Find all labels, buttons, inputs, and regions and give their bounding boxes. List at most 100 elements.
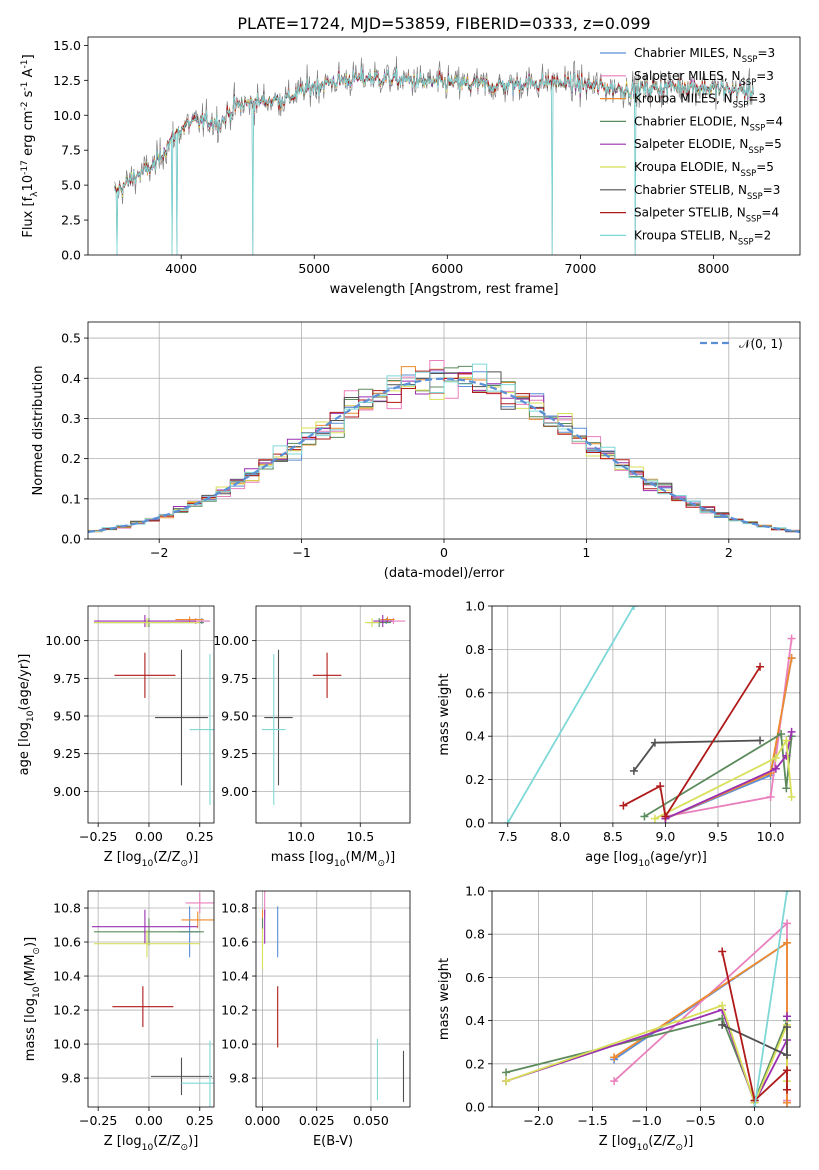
legend-normal-label: 𝒩(0, 1) [739,337,783,351]
errorbar-point-1 [185,892,214,914]
legend-label-0: Chabrier MILES, NSSP=3 [634,46,775,64]
spectrum-data-line [114,56,754,255]
weight-marker [787,654,796,663]
errorbar-point-4 [94,615,196,628]
legend-label-1: Salpeter MILES, NSSP=3 [634,69,774,87]
y-tick-label: 10.00 [45,633,81,648]
x-tick-label: 9.0 [656,829,676,844]
y-axis-label: mass [log10(M/M⊙)] [23,937,42,1061]
errorbar-point-7 [112,986,174,1028]
weight-marker [787,634,796,643]
x-tick-label: 10.5 [346,829,374,844]
normal-curve [88,377,800,534]
x-tick-label: −0.25 [79,829,117,844]
weight-marker [610,1053,619,1062]
y-tick-label: 10.8 [221,901,249,916]
chart-mass-vs-ebv: 0.000 0.025 0.050 9.8 10.0 10.2 10.4 10.6 10.8 E(… [221,890,411,1149]
chart-age-vs-Z: −0.25 0.00 0.25 9.00 9.25 9.50 9.75 10.00 Z [log… [17,605,215,869]
errorbar-point-7 [114,652,176,698]
weight-line-7 [622,666,761,819]
errorbar-point-7 [312,652,342,698]
errorbar-point-5 [94,618,200,628]
x-tick-label: 0.00 [135,1113,163,1128]
x-tick-label: 10.0 [757,829,785,844]
y-tick-label: 9.00 [53,784,81,799]
axes-frame [87,321,801,540]
weight-marker [782,784,791,793]
weight-marker [783,938,792,947]
y-tick-label: 9.25 [53,746,81,761]
weight-marker [777,730,786,739]
y-tick-label: 10.8 [53,901,81,916]
x-axis-label: (data-model)/error [384,566,505,581]
y-tick-label: 0.0 [465,1100,485,1115]
x-axis-label: E(B-V) [313,1134,353,1149]
weight-marker [650,814,659,823]
y-tick-label: 10.4 [53,969,81,984]
y-tick-label: 10.4 [221,969,249,984]
chart-residuals: −2 −1 0 1 2 0.0 0.1 0.2 0.3 0.4 0.5 (data-model)/er… [31,321,801,581]
weight-marker [783,1085,792,1094]
weight-marker [787,727,796,736]
errorbar-point-2 [181,911,214,929]
weight-marker [610,1077,619,1086]
y-tick-label: 0.5 [61,331,81,346]
weight-marker [656,782,665,791]
x-axis-label: mass [log10(M/M⊙)] [271,850,395,869]
y-tick-label: 9.75 [53,671,81,686]
weight-marker [619,801,628,810]
weight-marker [629,606,638,610]
panels: 4000 5000 6000 7000 80000.02.55.07.510.012.5… [17,36,801,1153]
x-tick-label: 10.0 [287,829,315,844]
weight-line-4 [665,731,793,820]
y-tick-label: 0.2 [465,1056,485,1071]
y-tick-label: 9.8 [61,1071,81,1086]
weight-marker [750,1103,759,1107]
y-tick-label: 0.2 [61,451,81,466]
y-tick-label: 1.0 [465,599,485,614]
plot-area [92,892,214,1107]
weight-marker [756,662,765,671]
x-tick-label: 0.000 [245,1113,281,1128]
histogram-8 [88,363,800,532]
chart-age-vs-mass: 10.0 10.5 9.00 9.25 9.50 9.75 10.00 mass [log10… [213,605,411,869]
weight-marker [771,764,780,773]
y-tick-label: 9.50 [53,709,81,724]
y-tick-label: 9.00 [221,784,249,799]
weight-line-8 [753,891,788,1107]
weight-marker [783,1066,792,1075]
errorbar-point-5 [364,618,380,628]
weight-marker [787,792,796,801]
x-axis-label: age [log10(age/yr)] [585,850,707,869]
y-axis-label: mass weight [437,958,452,1040]
errorbar-point-8 [189,654,214,805]
x-tick-label: −1.5 [577,1113,607,1128]
y-axis-label: age [log10(age/yr)] [17,654,36,776]
y-tick-label: 10.00 [213,633,249,648]
plot-area [94,615,214,805]
y-tick-label: 12.5 [53,73,81,88]
x-tick-label: 6000 [431,261,463,276]
weight-marker [771,753,780,762]
errorbar-point-8 [261,654,286,805]
weight-marker [783,919,792,928]
x-tick-label: 4000 [165,261,197,276]
y-tick-label: 9.8 [229,1071,249,1086]
plot-area [502,891,792,1107]
y-tick-label: 0.3 [61,411,81,426]
legend-label-8: Kroupa STELIB, NSSP=2 [634,228,771,246]
plot-area [261,615,406,805]
errorbar-point-4 [373,615,393,628]
x-tick-label: −1 [292,545,310,560]
errorbar-point-6 [155,649,208,786]
x-tick-label: −0.25 [79,1113,117,1128]
y-tick-label: 0.4 [61,371,81,386]
model-line-0 [114,67,754,195]
weight-marker [782,736,791,745]
x-tick-label: 1 [582,545,590,560]
x-axis-label: Z [log10(Z/Z⊙)] [104,1134,199,1153]
weight-marker [783,891,792,895]
y-tick-label: 0.6 [465,970,485,985]
axes-frame [87,890,215,1108]
